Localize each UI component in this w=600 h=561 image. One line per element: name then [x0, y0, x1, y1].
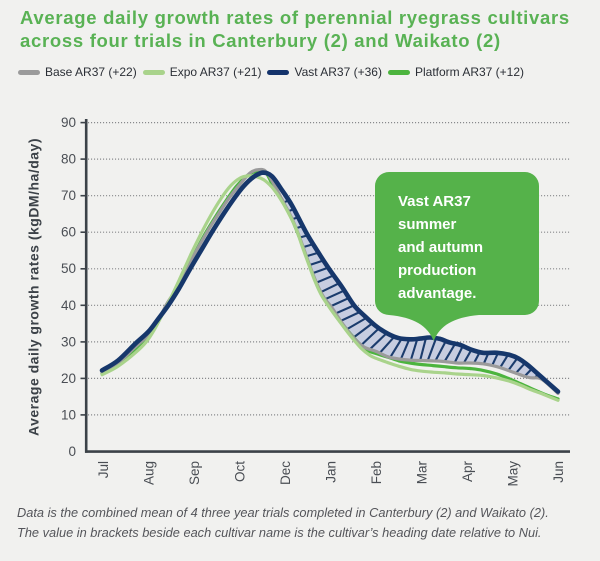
svg-text:Average daily growth rates (kg: Average daily growth rates (kgDM/ha/day): [26, 138, 42, 436]
svg-text:10: 10: [61, 407, 76, 422]
svg-text:40: 40: [61, 298, 76, 313]
svg-text:May: May: [506, 461, 521, 487]
svg-text:Jan: Jan: [324, 461, 339, 483]
svg-text:60: 60: [61, 225, 76, 240]
svg-text:advantage.: advantage.: [398, 285, 476, 302]
svg-text:Dec: Dec: [278, 461, 293, 485]
svg-text:Jul: Jul: [96, 461, 111, 478]
svg-text:production: production: [398, 262, 476, 279]
svg-text:0: 0: [68, 444, 76, 459]
svg-text:Jun: Jun: [551, 461, 566, 483]
svg-text:summer: summer: [398, 216, 457, 233]
svg-text:Mar: Mar: [415, 460, 430, 484]
svg-text:Oct: Oct: [233, 461, 248, 482]
svg-text:30: 30: [61, 334, 76, 349]
svg-text:Apr: Apr: [460, 461, 475, 483]
svg-text:Sep: Sep: [187, 461, 202, 485]
svg-text:70: 70: [61, 188, 76, 203]
svg-text:Aug: Aug: [142, 461, 157, 485]
svg-text:Vast AR37: Vast AR37: [398, 193, 471, 210]
svg-text:50: 50: [61, 261, 76, 276]
svg-text:Feb: Feb: [369, 461, 384, 484]
svg-text:and autumn: and autumn: [398, 239, 483, 256]
svg-text:90: 90: [61, 115, 76, 130]
svg-text:80: 80: [61, 152, 76, 167]
svg-text:20: 20: [61, 371, 76, 386]
